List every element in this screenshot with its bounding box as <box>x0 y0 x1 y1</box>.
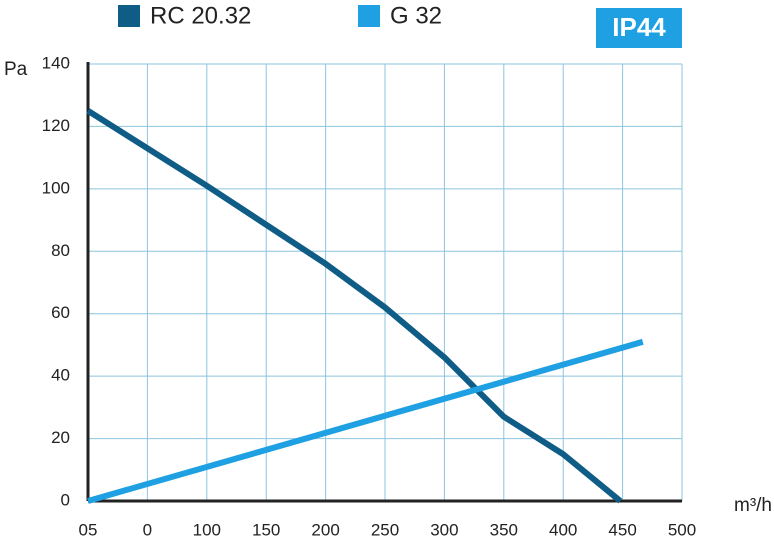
legend-swatch <box>118 5 140 27</box>
legend-label: G 32 <box>390 2 442 29</box>
y-tick-label: 40 <box>51 366 70 385</box>
series-line <box>86 108 623 504</box>
x-tick-label: 250 <box>371 520 399 539</box>
x-tick-label: 150 <box>252 520 280 539</box>
badge: IP44 <box>612 12 666 42</box>
y-tick-label: 0 <box>61 490 70 509</box>
series-line <box>87 338 644 504</box>
y-axis-label: Pa <box>4 59 28 80</box>
x-tick-label: 200 <box>311 520 339 539</box>
y-tick-label: 60 <box>51 303 70 322</box>
x-axis-label: m³/h <box>734 495 772 516</box>
x-tick-label: 300 <box>430 520 458 539</box>
y-tick-label: 20 <box>51 428 70 447</box>
badge-bg <box>596 8 682 48</box>
legend-label: RC 20.32 <box>150 2 251 29</box>
x-tick-label: 350 <box>490 520 518 539</box>
x-tick-label: 05 <box>79 520 98 539</box>
x-tick-label: 500 <box>668 520 696 539</box>
legend-swatch <box>358 5 380 27</box>
y-tick-label: 140 <box>42 53 70 72</box>
x-tick-label: 450 <box>608 520 636 539</box>
y-tick-label: 120 <box>42 116 70 135</box>
x-tick-label: 100 <box>193 520 221 539</box>
y-tick-label: 100 <box>42 178 70 197</box>
x-tick-label: 400 <box>549 520 577 539</box>
y-tick-label: 80 <box>51 241 70 260</box>
x-tick-label: 0 <box>143 520 152 539</box>
